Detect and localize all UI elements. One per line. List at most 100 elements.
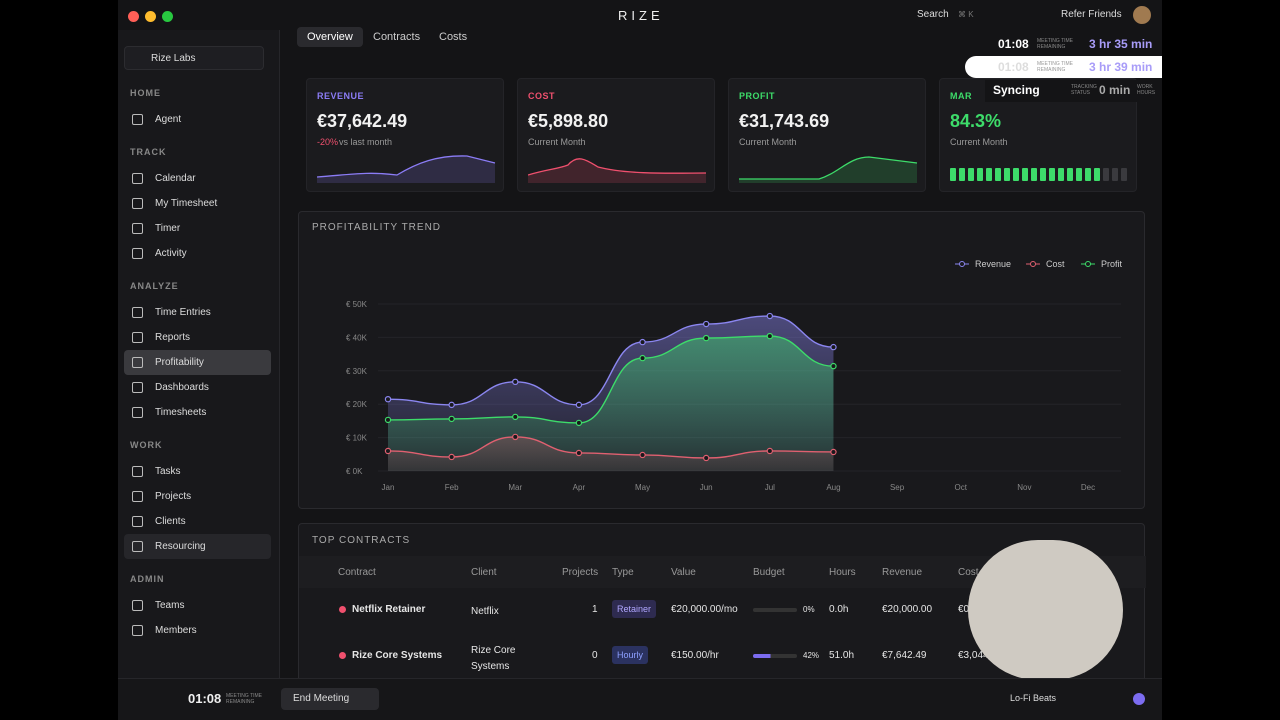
- x-tick-label: Oct: [955, 483, 968, 492]
- area: [388, 336, 834, 471]
- cell: Rize Core Systems: [352, 650, 443, 661]
- point: [702, 334, 710, 342]
- point: [639, 338, 646, 346]
- nav-item[interactable]: Members: [124, 618, 271, 643]
- point: [766, 332, 774, 340]
- point: [830, 343, 837, 351]
- point: [575, 449, 583, 457]
- nav-item[interactable]: Timer: [124, 216, 271, 241]
- kpi-value: €31,743.69: [739, 111, 830, 131]
- meter-seg: [968, 168, 974, 181]
- column-header: Hours: [829, 567, 856, 578]
- timer: 01:08: [188, 691, 222, 706]
- meter-seg: [1112, 168, 1118, 181]
- sync-widget: Syncing TRACKING STATUS 0 min WORK HOURS: [985, 80, 1162, 102]
- cell: €0.: [958, 604, 972, 615]
- kpi-value: €37,642.49: [317, 111, 408, 131]
- x-tick-label: Jan: [382, 483, 395, 492]
- meeting-widget: 01:08 MEETING TIME REMAINING 3 hr 35 min: [976, 34, 1162, 54]
- point: [512, 433, 519, 441]
- y-tick-label: € 20K: [346, 400, 368, 409]
- music[interactable]: Lo-Fi Beats: [1010, 693, 1057, 703]
- sync-cap: TRACKING STATUS: [1071, 84, 1097, 96]
- legend-label: Profit: [1101, 259, 1123, 269]
- kpi-note: Current Month: [950, 137, 1008, 147]
- work: 0 min: [1099, 83, 1131, 97]
- w2-total: 3 hr 39 min: [1089, 60, 1153, 74]
- nav-item[interactable]: Timesheets: [124, 400, 271, 425]
- meter-seg: [1013, 168, 1019, 181]
- point: [448, 401, 455, 409]
- nav-item[interactable]: Resourcing: [124, 534, 271, 559]
- tab[interactable]: Costs: [439, 31, 468, 43]
- spacer: [118, 643, 279, 654]
- sync: Syncing: [993, 83, 1040, 97]
- meter-seg: [1004, 168, 1010, 181]
- avatar[interactable]: [1133, 6, 1151, 24]
- meeting-widget-2: 01:08 MEETING TIME REMAINING 3 hr 39 min: [965, 56, 1162, 78]
- meter-seg: [1103, 168, 1109, 181]
- cell: Netflix Retainer: [352, 604, 426, 615]
- row-dot: [339, 606, 346, 613]
- kpi-label: COST: [528, 91, 556, 101]
- nav-item[interactable]: Reports: [124, 325, 271, 350]
- cell: 0.0h: [829, 604, 849, 615]
- nav-item[interactable]: Teams: [124, 593, 271, 618]
- cell: Hourly: [612, 646, 649, 664]
- nav-item[interactable]: Tasks: [124, 459, 271, 484]
- cell: €7,642.49: [882, 650, 927, 661]
- point: [702, 454, 710, 462]
- section-title: WORK: [130, 440, 163, 450]
- end-meeting[interactable]: End Meeting: [281, 688, 379, 710]
- sparkline: [528, 158, 707, 183]
- meter-seg: [1058, 168, 1064, 181]
- webcam: [968, 540, 1123, 680]
- meter-seg: [1121, 168, 1127, 181]
- y-tick-label: € 30K: [346, 367, 368, 376]
- tab[interactable]: Contracts: [373, 31, 421, 43]
- workspace[interactable]: Rize Labs: [124, 46, 264, 70]
- point: [575, 401, 583, 409]
- w2-cap: MEETING TIME REMAINING: [1037, 61, 1074, 73]
- refer[interactable]: Refer Friends: [1061, 9, 1122, 20]
- point: [512, 413, 519, 421]
- nav-item[interactable]: Agent: [124, 107, 271, 132]
- meter-seg: [986, 168, 992, 181]
- x-tick-label: Jun: [700, 483, 713, 492]
- point: [384, 395, 392, 403]
- x-tick-label: Apr: [573, 483, 586, 492]
- column-header: Type: [612, 567, 634, 578]
- point: [448, 415, 455, 423]
- nav-item[interactable]: Activity: [124, 241, 271, 266]
- kpi-value: €5,898.80: [528, 111, 609, 131]
- caption: MEETING TIME REMAINING: [226, 693, 263, 705]
- meter-seg: [950, 168, 956, 181]
- cell: 0%: [803, 605, 815, 614]
- nav-item[interactable]: Dashboards: [124, 375, 271, 400]
- point: [702, 320, 710, 328]
- meter-seg: [1040, 168, 1046, 181]
- nav-item[interactable]: Calendar: [124, 166, 271, 191]
- meter-seg: [1022, 168, 1028, 181]
- tab[interactable]: Overview: [297, 27, 363, 47]
- x-tick-label: Sep: [890, 483, 905, 492]
- kpi-delta: -20%: [317, 137, 339, 147]
- nav-item[interactable]: Profitability: [124, 350, 271, 375]
- traffic-lights: [128, 9, 184, 22]
- sparkline: [739, 156, 918, 183]
- kpi-card: REVENUE €37,642.49 -20% vs last month: [306, 78, 504, 192]
- line: [387, 436, 834, 459]
- nav-item[interactable]: Projects: [124, 484, 271, 509]
- spacer: [118, 132, 279, 143]
- meter-seg: [977, 168, 983, 181]
- search[interactable]: Search: [917, 9, 949, 20]
- nav-item[interactable]: My Timesheet: [124, 191, 271, 216]
- sidebar: Rize Labs HOME Agent TRACK Calendar My Times…: [118, 30, 280, 678]
- nav-item[interactable]: Clients: [124, 509, 271, 534]
- work-cap: WORK HOURS: [1137, 84, 1156, 96]
- column-header: Client: [471, 567, 497, 578]
- w-total: 3 hr 35 min: [1089, 37, 1153, 51]
- nav-item[interactable]: Time Entries: [124, 300, 271, 325]
- cell: 42%: [803, 651, 820, 660]
